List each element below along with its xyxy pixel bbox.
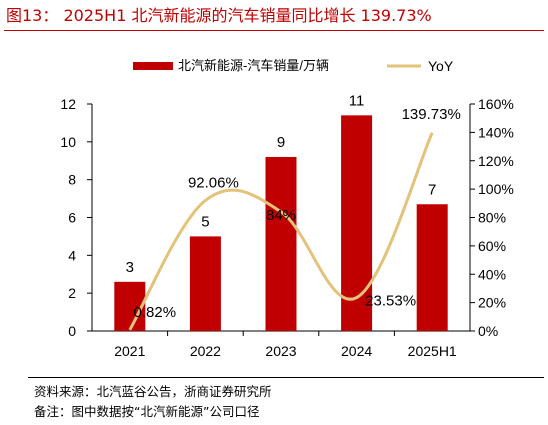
y-right-tick-label: 160%: [478, 96, 514, 112]
legend-swatch-sales: [133, 62, 173, 70]
y-left-tick-label: 12: [60, 96, 76, 112]
bar-value-label: 11: [349, 92, 365, 109]
y-right-tick-label: 40%: [478, 266, 506, 282]
y-left-tick-label: 4: [68, 247, 76, 263]
yoy-value-label: 23.53%: [365, 293, 416, 310]
y-right-tick-label: 80%: [478, 210, 506, 226]
y-right-tick-label: 140%: [478, 124, 514, 140]
legend-label-sales: 北汽新能源-汽车销量/万辆: [178, 58, 329, 73]
bar-value-label: 3: [126, 259, 134, 276]
y-right-tick-label: 120%: [478, 153, 514, 169]
bar: [416, 204, 448, 331]
x-tick-label: 2021: [114, 343, 145, 359]
yoy-series: [128, 132, 434, 331]
y-left-tick-label: 6: [68, 210, 76, 226]
x-tick-label: 2023: [265, 343, 296, 359]
y-right-tick-label: 60%: [478, 238, 506, 254]
chart-legend: 北汽新能源-汽车销量/万辆 YoY: [133, 58, 454, 74]
bar-value-label: 9: [277, 134, 285, 151]
axes: 0246810120%20%40%60%80%100%120%140%160%2…: [60, 96, 513, 359]
yoy-value-label: 92.06%: [188, 174, 239, 191]
bar: [341, 115, 373, 331]
data-labels: 3 5 9 11 7 0.82% 92.06% 84% 23.53% 139.73%: [126, 92, 461, 320]
yoy-value-label: 0.82%: [134, 304, 177, 321]
bar-value-label: 7: [428, 181, 436, 198]
bar-value-label: 5: [201, 213, 209, 230]
bar: [265, 156, 297, 331]
y-left-tick-label: 2: [68, 285, 76, 301]
y-left-tick-label: 10: [60, 134, 76, 150]
figure-title: 图13： 2025H1 北汽新能源的汽车销量同比增长 139.73%: [6, 6, 432, 25]
sales-yoy-chart: 北汽新能源-汽车销量/万辆 YoY 0246810120%20%40%60%80…: [60, 58, 513, 359]
source-divider: [28, 377, 544, 378]
y-left-tick-label: 0: [68, 323, 76, 339]
remark-note: 备注：图中数据按“北汽新能源”公司口径: [34, 404, 260, 419]
title-divider: [4, 30, 544, 31]
x-tick-label: 2025H1: [408, 343, 457, 359]
bar: [189, 236, 221, 331]
y-right-tick-label: 100%: [478, 181, 514, 197]
x-tick-label: 2022: [190, 343, 221, 359]
y-right-tick-label: 20%: [478, 295, 506, 311]
yoy-line: [128, 132, 434, 331]
yoy-value-label: 139.73%: [402, 106, 461, 123]
y-left-tick-label: 8: [68, 172, 76, 188]
y-right-tick-label: 0%: [478, 323, 498, 339]
x-tick-label: 2024: [341, 343, 372, 359]
bar-series: [114, 115, 448, 331]
yoy-value-label: 84%: [266, 207, 296, 224]
legend-label-yoy: YoY: [428, 58, 454, 74]
source-note: 资料来源：北汽蓝谷公告，浙商证券研究所: [34, 384, 272, 399]
